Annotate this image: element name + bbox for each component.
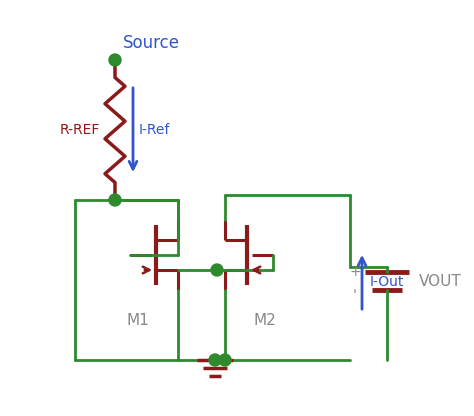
Circle shape (109, 194, 121, 206)
Text: Source: Source (123, 34, 180, 52)
Text: I-Out: I-Out (370, 275, 404, 289)
Circle shape (109, 54, 121, 66)
Text: ': ' (353, 288, 357, 302)
Circle shape (211, 264, 223, 276)
Text: M2: M2 (254, 313, 276, 328)
Text: M1: M1 (127, 313, 149, 328)
Text: +: + (349, 265, 361, 279)
Text: VOUT: VOUT (419, 273, 462, 289)
Text: R-REF: R-REF (60, 123, 100, 137)
Circle shape (219, 354, 231, 366)
Circle shape (209, 354, 221, 366)
Text: I-Ref: I-Ref (139, 123, 170, 137)
